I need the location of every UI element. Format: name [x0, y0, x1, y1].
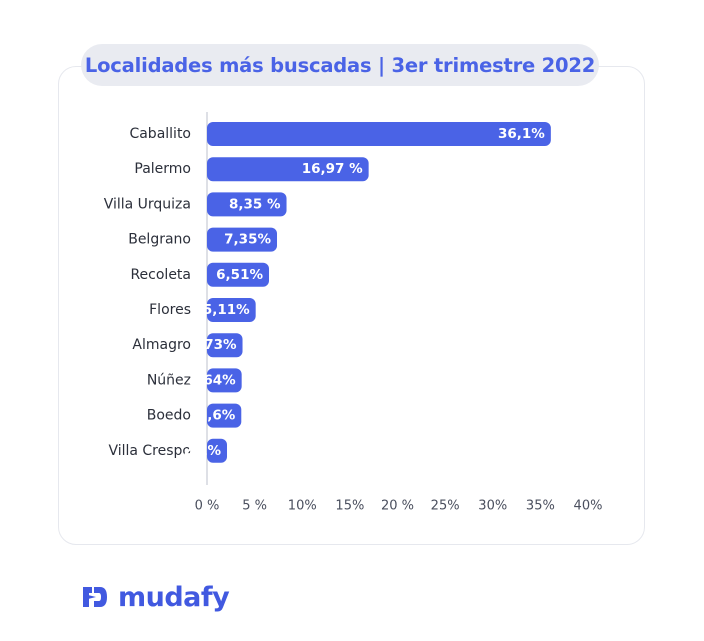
data-label: 5,11% — [203, 302, 250, 318]
data-label: 3,6% — [198, 408, 236, 424]
x-tick-label: 10% — [288, 499, 317, 514]
x-tick-label: 20 % — [381, 499, 414, 514]
bar — [207, 333, 243, 358]
x-tick-label: 35% — [526, 499, 555, 514]
bar — [207, 122, 551, 146]
x-tick-label: 0 % — [195, 499, 220, 514]
category-label: Boedo — [147, 408, 191, 424]
bar — [207, 298, 256, 322]
bar — [207, 157, 369, 182]
category-label: Belgrano — [128, 232, 191, 248]
bar — [207, 403, 242, 428]
category-label: Villa Urquiza — [104, 196, 191, 212]
bar — [207, 227, 278, 252]
data-label: 3,64% — [189, 372, 236, 388]
bar — [207, 262, 270, 287]
data-label: 6,51% — [216, 267, 263, 283]
category-label: Flores — [149, 302, 191, 318]
x-tick-label: 25% — [431, 499, 460, 514]
data-label: 3,73% — [190, 337, 237, 353]
bar — [207, 438, 228, 463]
category-label: Núñez — [147, 372, 191, 388]
category-label: Caballito — [129, 126, 191, 142]
data-label: 7,35% — [224, 232, 271, 248]
bar — [207, 368, 242, 393]
data-label: 8,35 % — [229, 196, 281, 212]
data-label: 36,1% — [498, 126, 545, 142]
bar — [207, 192, 287, 217]
category-label: Recoleta — [130, 267, 191, 283]
data-label: 16,97 % — [302, 161, 363, 177]
brand-name: mudafy — [118, 581, 230, 613]
x-tick-label: 40% — [574, 499, 603, 514]
data-label: 2,1% — [184, 443, 222, 459]
x-tick-label: 30% — [478, 499, 507, 514]
mudafy-logo-icon — [83, 587, 107, 607]
brand-logo: mudafy — [80, 580, 230, 614]
category-label: Palermo — [134, 161, 191, 177]
category-label: Villa Crespo — [108, 443, 191, 459]
x-tick-label: 15% — [335, 499, 364, 514]
x-tick-label: 5 % — [242, 499, 267, 514]
chart-title: Localidades más buscadas | 3er trimestre… — [81, 44, 599, 86]
category-label: Almagro — [132, 337, 191, 353]
